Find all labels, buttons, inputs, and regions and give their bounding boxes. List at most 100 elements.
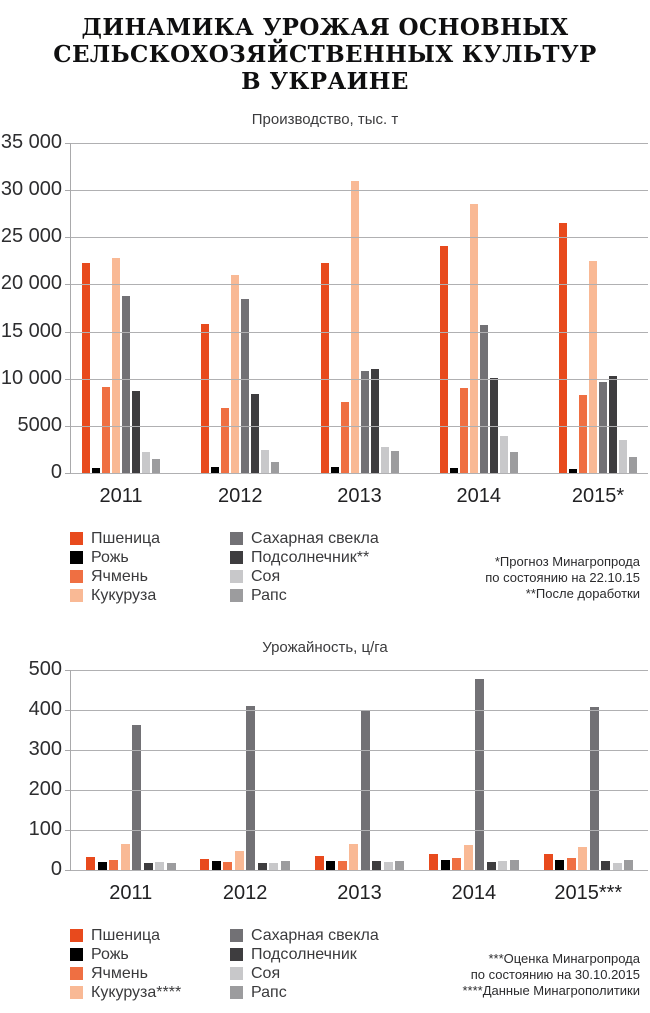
bar-wheat-2015	[559, 223, 567, 473]
axis-tick-20000	[65, 284, 71, 286]
legend-label-rye: Рожь	[91, 548, 129, 566]
bar-rapeseed-2014	[509, 452, 518, 473]
legend-label-soy: Соя	[251, 567, 281, 585]
bar-corn-2011	[120, 844, 130, 870]
bar-barley-2012	[221, 407, 230, 473]
bar-corn-2015	[578, 847, 587, 870]
legend-label-sugar-beet: Сахарная свекла	[251, 926, 379, 944]
legend-item-wheat: Пшеница	[70, 529, 230, 548]
bar-group-2014: 2014	[439, 143, 518, 507]
rapeseed-swatch	[230, 589, 243, 602]
x-label-2011: 2011	[109, 882, 153, 904]
axis-tick-10000	[65, 378, 71, 380]
axis-tick-500	[65, 670, 71, 671]
axis-tick-35000	[65, 143, 71, 144]
bar-soy-2012	[269, 863, 279, 870]
bar-corn-2012	[231, 275, 240, 473]
legend-item-rapeseed: Рапс	[230, 586, 379, 605]
bar-sugar-beet-2015	[599, 381, 607, 473]
bar-barley-2015	[566, 858, 576, 870]
barley-swatch	[70, 967, 83, 980]
legend-column-2: Сахарная свекла Подсолнечник** Соя Рапс	[230, 529, 379, 605]
bar-rapeseed-2015	[629, 457, 637, 473]
bar-sugar-beet-2012	[241, 299, 250, 473]
yield-bars: 2011 2012 2013 2014 2015***	[71, 670, 648, 904]
bar-corn-2015	[589, 261, 597, 473]
legend-item-corn: Кукуруза	[70, 586, 230, 605]
soy-swatch	[230, 570, 243, 583]
axis-tick-5000	[65, 425, 71, 427]
gridline-25000	[71, 237, 648, 239]
bar-group-2015: 2015*	[559, 143, 637, 507]
legend-item-rye: Рожь	[70, 945, 230, 964]
production-legend: Пшеница Рожь Ячмень Кукуруза Сахарная свекла…	[70, 529, 379, 605]
bar-rye-2012	[211, 860, 221, 870]
gridline-0	[71, 473, 648, 474]
bar-wheat-2011	[82, 262, 90, 473]
bar-soy-2014	[498, 861, 508, 870]
yield-legend: Пшеница Рожь Ячмень Кукуруза**** Сахарная св…	[70, 926, 379, 1002]
bar-corn-2014	[463, 845, 473, 870]
sugar-beet-swatch	[230, 929, 243, 942]
legend-label-wheat: Пшеница	[91, 529, 161, 547]
x-label-2014: 2014	[456, 485, 502, 507]
gridline-20000	[71, 284, 648, 286]
axis-tick-300	[65, 750, 71, 751]
bar-rye-2013	[330, 466, 339, 473]
bar-soy-2013	[380, 446, 389, 473]
yield-plot: 2011 2012 2013 2014 2015*** 0 100 200 300 400 500	[29, 658, 648, 904]
bar-group-2014: 2014	[429, 670, 519, 904]
bar-sunflower-2015	[609, 376, 617, 473]
y-tick-label-10000: 10 000	[0, 366, 62, 389]
title-line-3: В УКРАИНЕ	[241, 68, 409, 95]
bar-barley-2012	[223, 861, 233, 870]
yield-footnote: ***Оценка Минагропрода по состоянию на 30…	[462, 926, 640, 999]
wheat-swatch	[70, 532, 83, 545]
title-line-1: ДИНАМИКА УРОЖАЯ ОСНОВНЫХ	[81, 14, 569, 41]
corn-swatch	[70, 986, 83, 999]
bar-rye-2013	[326, 860, 336, 870]
bar-group-2012: 2012	[200, 670, 290, 904]
bar-wheat-2014	[429, 853, 439, 870]
bar-sunflower-2014	[489, 377, 498, 473]
y-tick-label-20000: 20 000	[0, 272, 62, 295]
bar-corn-2012	[234, 850, 244, 870]
bar-wheat-2014	[439, 245, 448, 473]
legend-item-corn: Кукуруза****	[70, 983, 230, 1002]
y-tick-label-5000: 5000	[17, 413, 63, 436]
gridline-300	[71, 750, 648, 751]
x-label-2014: 2014	[451, 882, 497, 904]
x-label-2013: 2013	[337, 485, 382, 507]
legend-item-sunflower: Подсолнечник	[230, 945, 379, 964]
legend-label-sugar-beet: Сахарная свекла	[251, 529, 379, 547]
gridline-10000	[71, 378, 648, 380]
gridline-30000	[71, 190, 648, 192]
bar-sugar-beet-2013	[360, 371, 369, 473]
bar-soy-2014	[499, 436, 508, 473]
bar-sugar-beet-2011	[132, 724, 141, 870]
bar-sugar-beet-2014	[475, 679, 485, 870]
bar-group-2013: 2013	[320, 143, 399, 507]
bar-rapeseed-2011	[166, 863, 176, 870]
y-tick-label-0: 0	[50, 461, 62, 484]
bar-rapeseed-2012	[280, 861, 290, 870]
bar-sugar-beet-2014	[479, 324, 488, 473]
y-tick-label-500: 500	[28, 658, 62, 681]
legend-label-sunflower: Подсолнечник	[251, 945, 357, 963]
bar-rapeseed-2013	[395, 860, 405, 870]
bar-wheat-2015	[543, 854, 553, 870]
bar-soy-2012	[261, 450, 270, 473]
legend-column-2: Сахарная свекла Подсолнечник Соя Рапс	[230, 926, 379, 1002]
bar-rapeseed-2012	[271, 461, 280, 473]
bar-rye-2014	[440, 859, 450, 870]
title-line-2: СЕЛЬСКОХОЗЯЙСТВЕННЫХ КУЛЬТУР	[53, 41, 597, 68]
bar-corn-2013	[350, 181, 359, 473]
bar-group-2011: 2011	[82, 143, 160, 507]
gridline-500	[71, 670, 648, 671]
bar-sunflower-2014	[486, 862, 496, 870]
legend-label-wheat: Пшеница	[91, 926, 161, 944]
production-plot: 2011 2012 2013 2014 2015* 0 5000 10 000 15 000 2…	[1, 131, 648, 507]
bar-soy-2011	[142, 451, 150, 473]
bar-barley-2011	[109, 860, 118, 870]
bar-corn-2011	[112, 257, 120, 473]
